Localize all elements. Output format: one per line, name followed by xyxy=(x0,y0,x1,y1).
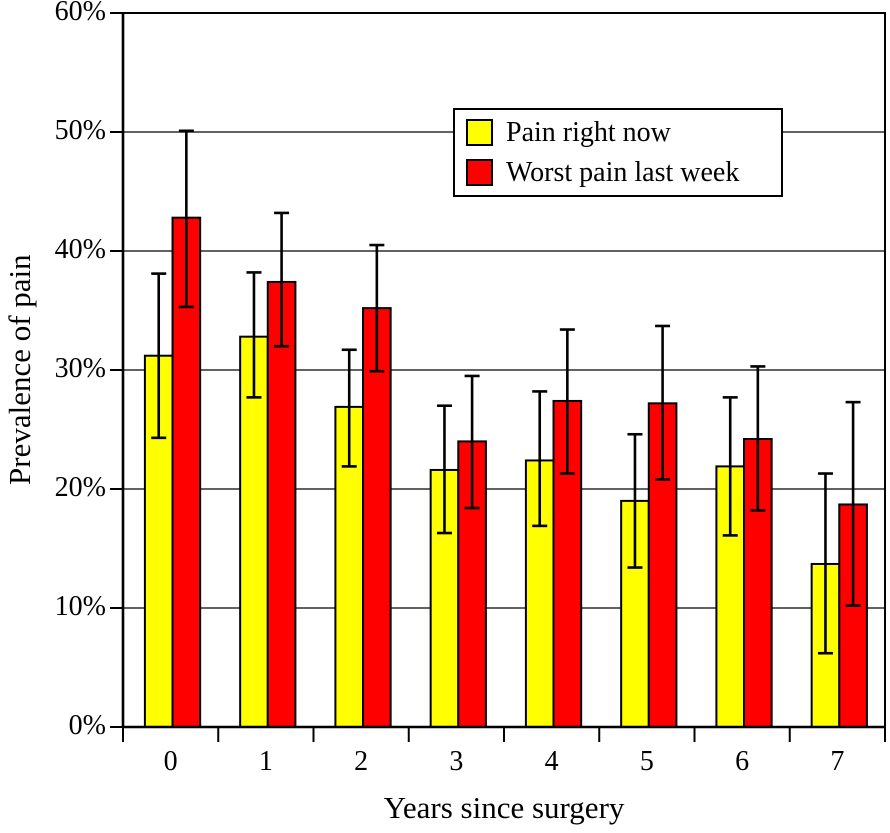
legend-item-pain-right-now: Pain right now xyxy=(466,116,781,148)
x-tick-label-4: 4 xyxy=(544,746,559,777)
legend-label-pain-right-now: Pain right now xyxy=(506,116,671,148)
y-tick-label-20: 20% xyxy=(54,472,106,503)
legend-swatch-pain-right-now xyxy=(466,119,493,146)
x-axis-title: Years since surgery xyxy=(383,790,625,825)
legend-label-worst-pain-last-week: Worst pain last week xyxy=(506,156,740,188)
bar-worst-pain-last-week-year-1 xyxy=(266,280,297,728)
y-tick-label-40: 40% xyxy=(54,234,106,265)
legend: Pain right now Worst pain last week xyxy=(453,108,783,197)
x-tick-label-5: 5 xyxy=(639,746,654,777)
x-tick-label-7: 7 xyxy=(830,746,845,777)
x-tick-label-2: 2 xyxy=(354,746,369,777)
x-tick-label-3: 3 xyxy=(449,746,464,777)
x-tick-label-0: 0 xyxy=(163,746,178,777)
x-tick-label-6: 6 xyxy=(735,746,750,777)
legend-swatch-worst-pain-last-week xyxy=(466,159,493,186)
y-tick-label-50: 50% xyxy=(54,115,106,146)
x-tick-label-1: 1 xyxy=(258,746,273,777)
y-tick-label-30: 30% xyxy=(54,353,106,384)
y-tick-label-10: 10% xyxy=(54,591,106,622)
y-tick-label-60: 60% xyxy=(54,0,106,27)
y-tick-label-0: 0% xyxy=(68,710,106,741)
legend-item-worst-pain-last-week: Worst pain last week xyxy=(466,156,781,188)
